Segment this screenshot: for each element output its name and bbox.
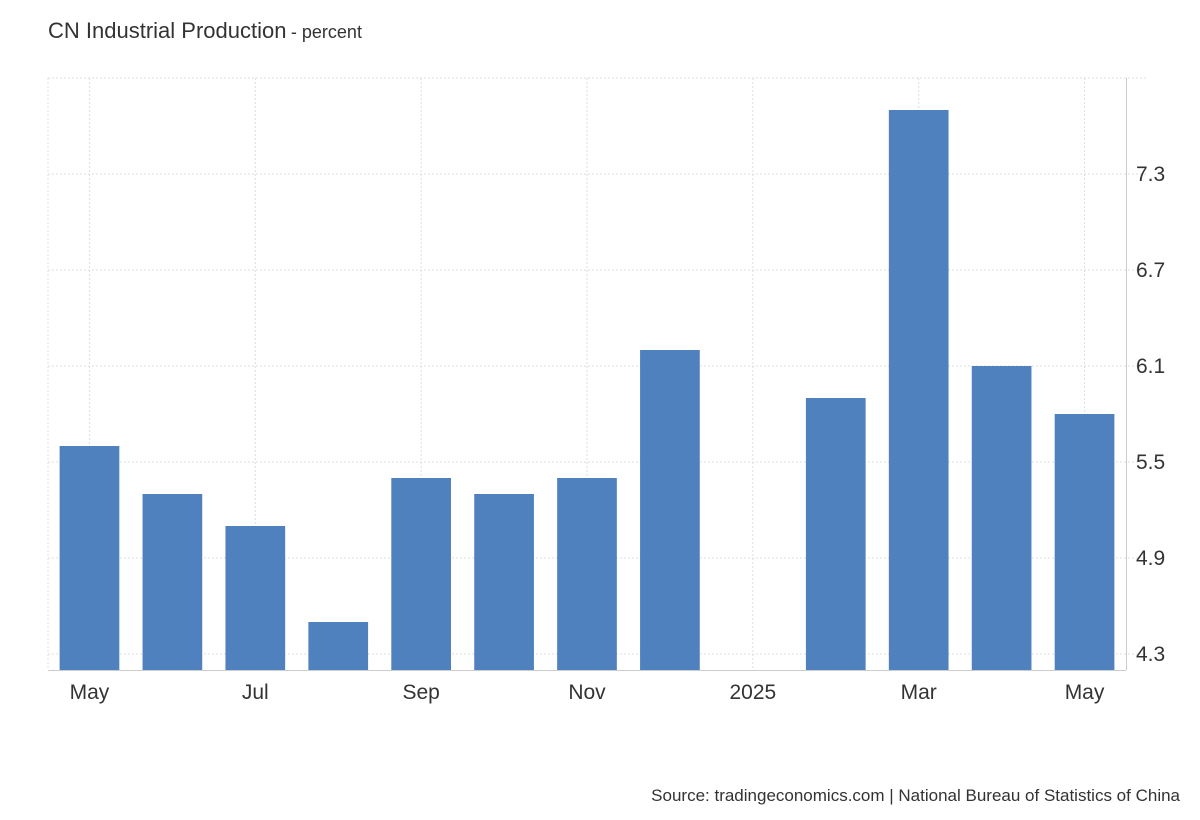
- bar-2024-06: [142, 494, 203, 670]
- chart-title-main: CN Industrial Production: [48, 18, 287, 43]
- bar-2025-05: [1054, 414, 1115, 670]
- y-tick-label: 6.1: [1136, 355, 1165, 378]
- bar-2025-04: [971, 366, 1032, 670]
- y-tick-label: 5.5: [1136, 451, 1165, 474]
- x-tick-label: May: [1065, 681, 1105, 704]
- bar-2024-12: [640, 350, 700, 670]
- x-tick-label: Jul: [242, 681, 269, 704]
- bar-2024-08: [308, 622, 369, 670]
- tick-labels: 4.3 4.9 5.5 6.1 6.7 7.3 May Jul Sep Nov 2025 Mar May: [70, 163, 1166, 704]
- bar-2024-09: [391, 478, 452, 670]
- y-tick-label: 4.3: [1136, 643, 1165, 666]
- x-tick-label: Sep: [402, 681, 439, 704]
- chart-title: CN Industrial Production - percent: [48, 18, 362, 44]
- y-tick-label: 7.3: [1136, 163, 1165, 186]
- bar-chart: 4.3 4.9 5.5 6.1 6.7 7.3 May Jul Sep Nov 2025 Mar May: [47, 77, 1166, 704]
- axes: [48, 78, 1127, 671]
- bar-2025-03: [888, 110, 949, 670]
- bar-2024-10: [474, 494, 534, 670]
- bar-2024-07: [225, 526, 286, 670]
- bar-2024-11: [557, 478, 617, 670]
- y-tick-label: 6.7: [1136, 259, 1165, 282]
- x-tick-label: 2025: [729, 681, 776, 704]
- bar-2025-02: [805, 398, 866, 670]
- x-tick-label: Nov: [568, 681, 606, 704]
- x-tick-label: May: [70, 681, 110, 704]
- x-tick-label: Mar: [901, 681, 937, 704]
- source-note: Source: tradingeconomics.com | National …: [651, 786, 1180, 805]
- bar-2024-05: [59, 446, 120, 670]
- y-tick-label: 4.9: [1136, 547, 1165, 570]
- chart-title-unit: - percent: [290, 22, 362, 42]
- bars: [59, 110, 1115, 670]
